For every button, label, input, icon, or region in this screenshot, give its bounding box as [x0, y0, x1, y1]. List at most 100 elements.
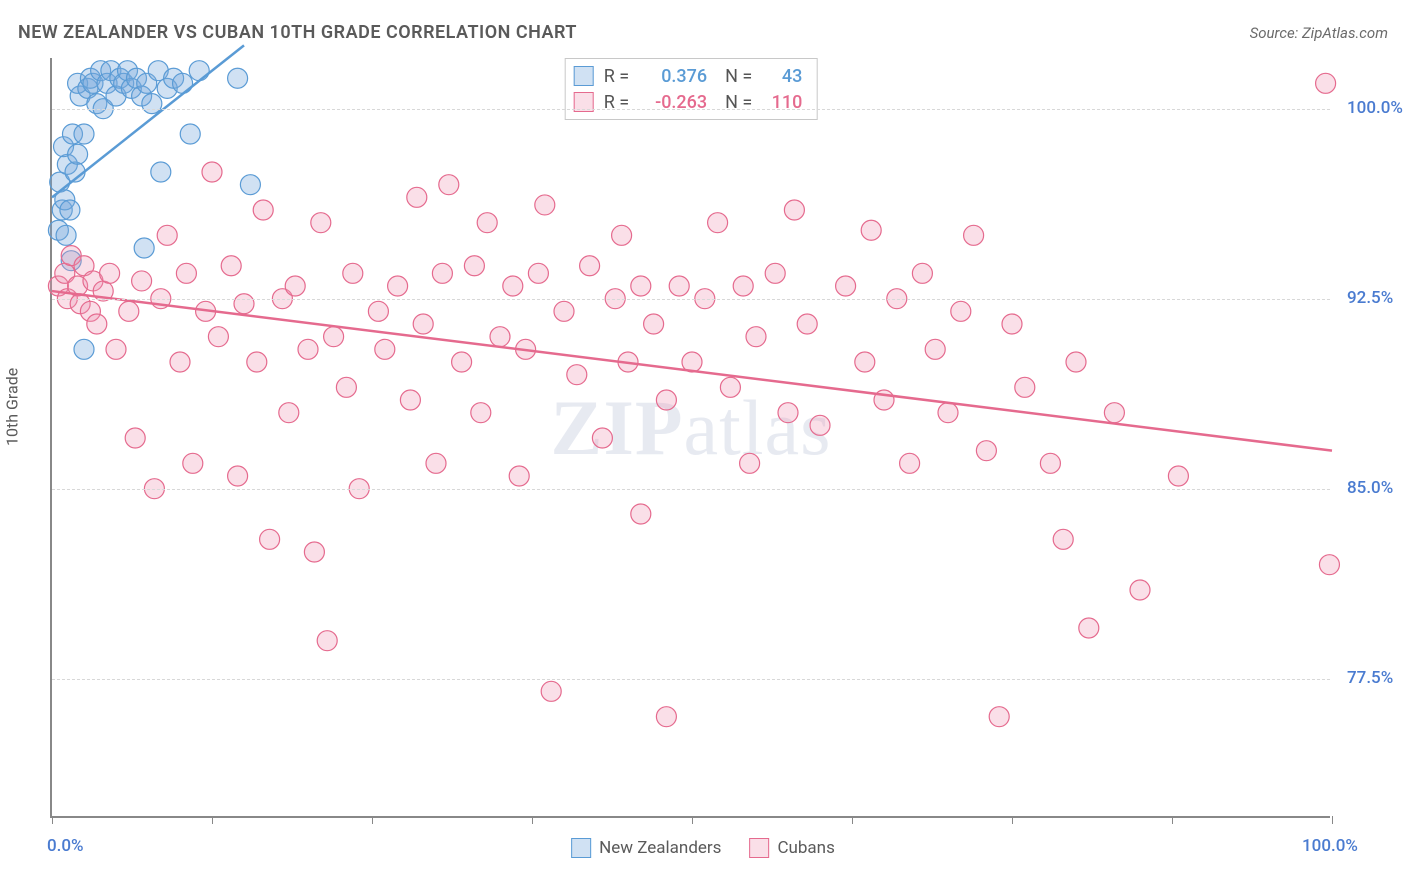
data-point: [746, 327, 766, 347]
x-tick: [372, 816, 373, 824]
data-point: [142, 94, 162, 114]
data-point: [413, 314, 433, 334]
data-point: [240, 175, 260, 195]
data-point: [989, 707, 1009, 727]
correlation-legend-box: R =0.376N =43R =-0.263N =110: [565, 58, 818, 120]
data-point: [471, 403, 491, 423]
data-point: [855, 352, 875, 372]
data-point: [173, 73, 193, 93]
data-point: [151, 162, 171, 182]
data-point: [260, 529, 280, 549]
data-point: [432, 263, 452, 283]
data-point: [490, 327, 510, 347]
data-point: [100, 263, 120, 283]
data-point: [976, 441, 996, 461]
legend-item: Cubans: [749, 838, 834, 858]
legend-item: New Zealanders: [571, 838, 721, 858]
data-point: [317, 631, 337, 651]
data-point: [567, 365, 587, 385]
data-point: [1040, 453, 1060, 473]
data-point: [464, 256, 484, 276]
data-point: [119, 301, 139, 321]
data-point: [324, 327, 344, 347]
x-tick: [52, 816, 53, 824]
x-tick: [1172, 816, 1173, 824]
data-point: [1079, 618, 1099, 638]
data-point: [554, 301, 574, 321]
data-point: [535, 195, 555, 215]
legend-swatch: [574, 66, 594, 86]
x-tick: [212, 816, 213, 824]
gridline: [52, 109, 1330, 110]
legend-label: Cubans: [777, 838, 834, 858]
data-point: [631, 276, 651, 296]
data-point: [810, 415, 830, 435]
data-point: [279, 403, 299, 423]
data-point: [304, 542, 324, 562]
data-point: [708, 213, 728, 233]
legend-r-value: 0.376: [639, 66, 707, 87]
data-point: [228, 68, 248, 88]
legend-swatch: [571, 838, 591, 858]
legend-r-label: R =: [604, 66, 629, 87]
data-point: [1015, 377, 1035, 397]
y-axis-title: 10th Grade: [3, 368, 22, 446]
gridline: [52, 679, 1330, 680]
data-point: [836, 276, 856, 296]
data-point: [74, 339, 94, 359]
data-point: [228, 466, 248, 486]
data-point: [1319, 555, 1339, 575]
x-max-label: 100.0%: [1302, 836, 1358, 856]
data-point: [1168, 466, 1188, 486]
data-point: [74, 124, 94, 144]
data-point: [234, 294, 254, 314]
data-point: [157, 225, 177, 245]
data-point: [180, 124, 200, 144]
data-point: [656, 707, 676, 727]
data-point: [375, 339, 395, 359]
y-tick-label: 85.0%: [1347, 478, 1393, 498]
data-point: [426, 453, 446, 473]
data-point: [612, 225, 632, 245]
data-point: [87, 314, 107, 334]
data-point: [221, 256, 241, 276]
data-point: [183, 453, 203, 473]
data-point: [134, 238, 154, 258]
x-tick: [532, 816, 533, 824]
data-point: [132, 271, 152, 291]
data-point: [60, 200, 80, 220]
data-point: [106, 339, 126, 359]
data-point: [388, 276, 408, 296]
data-point: [912, 263, 932, 283]
data-point: [202, 162, 222, 182]
data-point: [669, 276, 689, 296]
legend-n-label: N =: [725, 66, 752, 87]
data-point: [733, 276, 753, 296]
data-point: [477, 213, 497, 233]
data-point: [368, 301, 388, 321]
legend-swatch: [749, 838, 769, 858]
gridline: [52, 299, 1330, 300]
legend-label: New Zealanders: [599, 838, 721, 858]
data-point: [343, 263, 363, 283]
data-point: [528, 263, 548, 283]
data-point: [439, 175, 459, 195]
data-point: [644, 314, 664, 334]
y-tick-label: 92.5%: [1347, 288, 1393, 308]
data-point: [900, 453, 920, 473]
data-point: [176, 263, 196, 283]
data-point: [208, 327, 228, 347]
data-point: [592, 428, 612, 448]
trend-line: [52, 291, 1332, 451]
x-tick: [852, 816, 853, 824]
data-point: [336, 377, 356, 397]
data-point: [247, 352, 267, 372]
data-point: [797, 314, 817, 334]
legend-n-value: 43: [762, 66, 802, 87]
data-point: [784, 200, 804, 220]
data-point: [580, 256, 600, 276]
x-tick: [1012, 816, 1013, 824]
data-point: [861, 220, 881, 240]
data-point: [68, 144, 88, 164]
data-point: [56, 225, 76, 245]
